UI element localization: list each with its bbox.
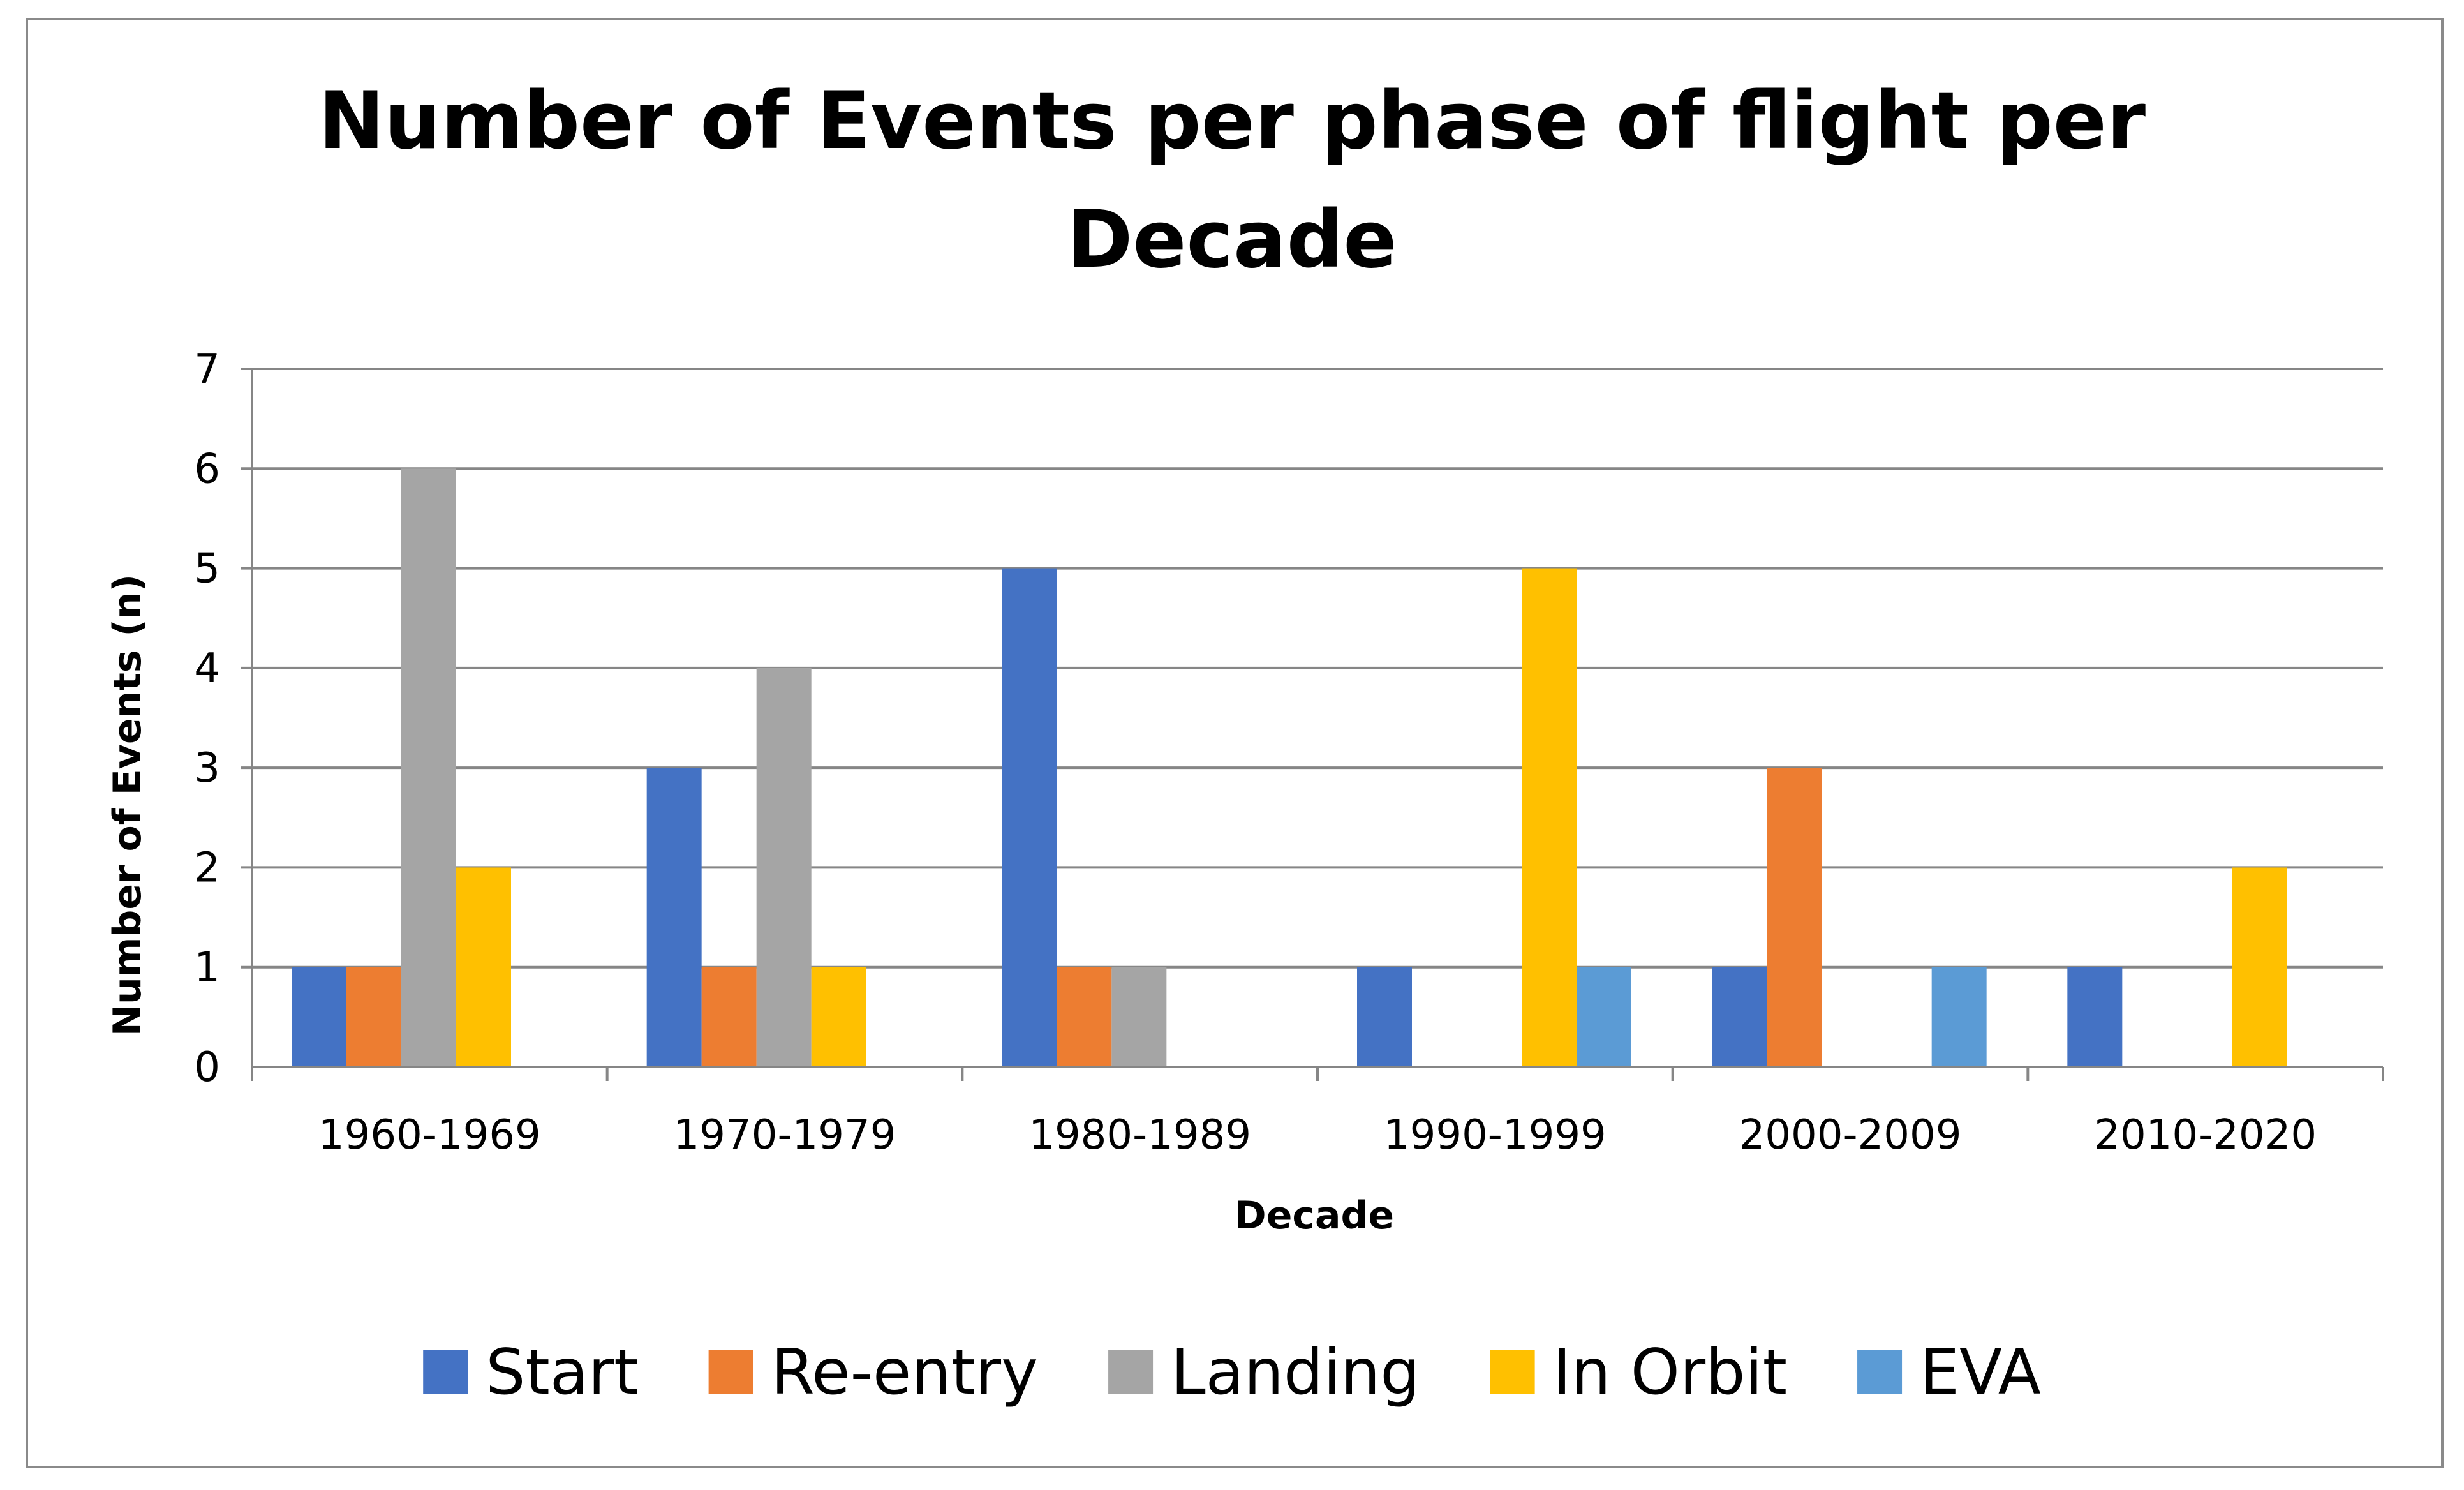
y-axis-title: Number of Events (n): [105, 574, 150, 1036]
legend-label-re-entry: Re-entry: [771, 1336, 1038, 1409]
x-tick-label: 1970-1979: [674, 1112, 896, 1159]
x-axis-ticks: 1960-1969 1970-1979 1980-1989 1990-1999 2000…: [318, 1112, 2317, 1159]
y-tick-label: 6: [194, 445, 220, 493]
bars: [292, 468, 2287, 1067]
bar-landing-1960-1969: [401, 468, 456, 1067]
chart-title-line-2: Decade: [1067, 194, 1397, 286]
x-tick-label: 2000-2009: [1739, 1112, 1962, 1159]
bar-start-2010-2020: [2067, 967, 2123, 1067]
y-tick-label: 0: [194, 1044, 220, 1091]
x-tick-label: 2010-2020: [2094, 1112, 2317, 1159]
legend-label-eva: EVA: [1920, 1336, 2041, 1409]
bar-re-entry-1970-1979: [701, 967, 757, 1067]
y-tick-label: 5: [194, 546, 220, 593]
y-tick-label: 1: [194, 944, 220, 992]
bar-start-1980-1989: [1002, 568, 1057, 1067]
x-tick-label: 1980-1989: [1028, 1112, 1251, 1159]
legend-swatch-landing: [1108, 1350, 1154, 1394]
bar-landing-1970-1979: [756, 667, 812, 1067]
bar-start-2000-2009: [1712, 967, 1767, 1067]
bar-landing-1980-1989: [1111, 967, 1167, 1067]
legend-swatch-start: [423, 1350, 468, 1394]
y-tick-label: 4: [194, 645, 220, 692]
x-tick-label: 1960-1969: [318, 1112, 541, 1159]
bar-eva-1990-1999: [1577, 967, 1631, 1067]
bar-in-orbit-1970-1979: [811, 967, 866, 1067]
bar-re-entry-1960-1969: [346, 967, 401, 1067]
legend-label-start: Start: [486, 1336, 638, 1409]
chart-title-line-1: Number of Events per phase of flight per: [318, 75, 2146, 167]
x-axis: [251, 369, 2384, 1081]
bar-in-orbit-1990-1999: [1522, 568, 1577, 1067]
legend-swatch-re-entry: [708, 1350, 753, 1394]
bar-eva-2000-2009: [1931, 967, 1987, 1067]
y-tick-label: 3: [194, 745, 220, 792]
bar-re-entry-1980-1989: [1057, 967, 1112, 1067]
y-tick-label: 2: [194, 844, 220, 891]
bar-start-1970-1979: [646, 768, 702, 1067]
bar-start-1990-1999: [1357, 967, 1412, 1067]
legend-label-landing: Landing: [1171, 1336, 1420, 1409]
x-tick-label: 1990-1999: [1384, 1112, 1607, 1159]
legend-swatch-in-orbit: [1490, 1350, 1535, 1394]
bar-start-1960-1969: [292, 967, 346, 1067]
bar-in-orbit-1960-1969: [456, 867, 511, 1067]
legend-label-in-orbit: In Orbit: [1553, 1336, 1787, 1409]
legend-swatch-eva: [1857, 1350, 1903, 1394]
gridlines: [241, 368, 2383, 969]
y-tick-label: 7: [194, 346, 220, 393]
bar-in-orbit-2010-2020: [2232, 867, 2287, 1067]
bar-re-entry-2000-2009: [1767, 768, 1822, 1067]
x-axis-title: Decade: [1235, 1193, 1394, 1238]
y-axis-ticks: 0 1 2 3 4 5 6 7: [194, 346, 220, 1091]
legend: Start Re-entry Landing In Orbit EVA: [423, 1336, 2041, 1409]
